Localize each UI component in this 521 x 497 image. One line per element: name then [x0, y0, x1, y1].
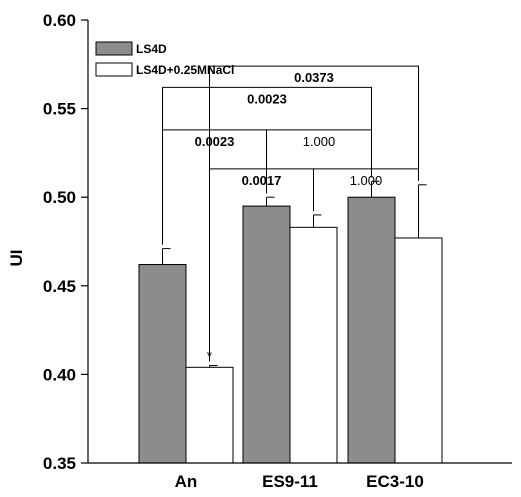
y-tick-label: 0.40: [43, 365, 76, 384]
y-axis-title: UI: [7, 250, 26, 267]
x-tick-label: EC3-10: [366, 472, 424, 491]
p-value-label: 0.0023: [247, 91, 287, 106]
bar-es9-11-series-1: [289, 226, 338, 464]
significance-bracket: [266, 129, 372, 194]
p-value-label: 1.000: [350, 173, 383, 188]
bar-ec3-10-series-0: [347, 196, 396, 464]
y-tick-label: 0.60: [43, 11, 76, 30]
x-axis: An ES9-11 EC3-10: [88, 462, 512, 491]
p-value-label: 0.0023: [195, 134, 235, 149]
bar-an-series-1: [185, 366, 234, 464]
legend-swatch: [95, 62, 133, 77]
p-value-label: 0.0373: [294, 70, 334, 85]
y-axis: 0.35 0.40 0.45 0.50 0.55 0.60: [43, 11, 89, 473]
bar-es9-11-series-0: [242, 205, 291, 464]
bar-an-series-0: [138, 264, 187, 464]
y-tick-label: 0.55: [43, 100, 76, 119]
y-tick-label: 0.50: [43, 188, 76, 207]
x-tick-label: An: [175, 472, 198, 491]
y-tick-label: 0.45: [43, 277, 76, 296]
legend-label: LS4D+0.25MNaCl: [136, 63, 234, 77]
y-tick-label: 0.35: [43, 454, 76, 473]
legend: LS4D LS4D+0.25MNaCl: [95, 41, 234, 77]
legend-label: LS4D: [136, 42, 167, 56]
p-value-label: 0.0017: [242, 173, 282, 188]
p-value-label: 1.000: [303, 134, 336, 149]
significance-bracket: [313, 168, 419, 211]
legend-swatch: [95, 41, 133, 56]
bar-ec3-10-series-1: [394, 237, 443, 464]
x-tick-label: ES9-11: [262, 472, 318, 491]
bars: [138, 180, 443, 464]
